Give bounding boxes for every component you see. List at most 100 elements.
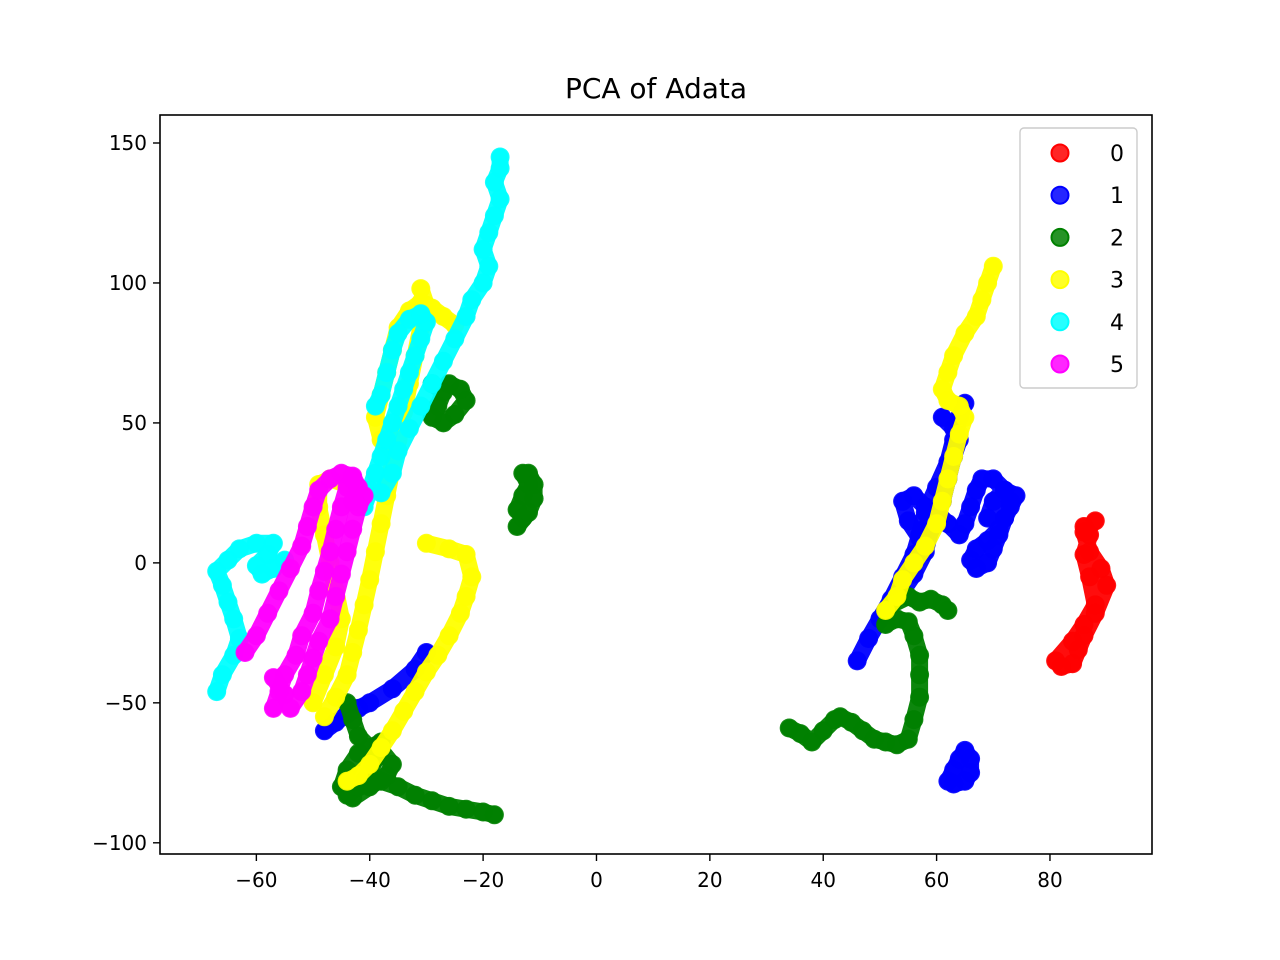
legend-marker-5	[1050, 354, 1070, 374]
series-3-point	[978, 273, 998, 293]
series-5-point	[343, 469, 363, 489]
series-5-point	[326, 587, 346, 606]
y-tick-label: −50	[105, 691, 147, 715]
legend-label-4: 4	[1110, 311, 1124, 336]
series-3-point	[337, 665, 357, 685]
series-5-point	[297, 665, 317, 685]
series-3-point	[972, 290, 992, 310]
series-5-point	[320, 609, 340, 629]
series-5-point	[280, 698, 300, 718]
series-0-point	[1074, 615, 1094, 634]
series-2-point	[484, 805, 504, 825]
series-1-point	[932, 407, 952, 427]
series-2-point	[507, 517, 527, 536]
series-3-point	[904, 553, 924, 573]
series-2	[331, 374, 958, 825]
series-3-point	[938, 363, 958, 382]
series-1-point	[989, 525, 1009, 545]
series-0-point	[1063, 631, 1083, 651]
series-2-point	[439, 796, 459, 816]
series-5-point	[292, 682, 312, 702]
series-1-point	[893, 491, 913, 511]
legend-marker-1	[1050, 185, 1070, 205]
series-4-point	[479, 256, 499, 276]
series-3-point	[876, 601, 896, 620]
y-tick-label: 0	[134, 551, 147, 575]
series-3-point	[411, 279, 431, 299]
series-3-point	[326, 637, 346, 657]
series-2-point	[910, 687, 930, 707]
x-tick-label: 0	[590, 868, 603, 892]
series-4-point	[445, 329, 465, 349]
series-3-point	[439, 626, 459, 646]
y-axis: −100 −50 0 50 100 150	[92, 131, 160, 855]
series-4-point	[473, 239, 493, 259]
x-tick-label: 40	[810, 868, 835, 892]
series-3-point	[428, 645, 448, 665]
series-1-point	[983, 491, 1003, 511]
series-5-point	[309, 581, 329, 601]
series-5-point	[331, 497, 351, 517]
series-3-point	[394, 701, 414, 721]
series-5-point	[303, 497, 323, 517]
series-5	[235, 463, 374, 718]
series-5-point	[235, 643, 255, 662]
series-5-point	[354, 486, 374, 506]
series-3-point	[932, 491, 952, 511]
series-2-point	[382, 754, 402, 774]
y-tick-label: 150	[109, 131, 147, 155]
series-0-point	[1080, 567, 1100, 587]
series-3	[303, 256, 1003, 791]
legend-label-5: 5	[1110, 353, 1124, 378]
series-4-point	[212, 665, 232, 685]
series-3-point	[915, 536, 935, 556]
series-2-point	[456, 799, 476, 819]
series-3-point	[416, 533, 436, 553]
series-3-point	[456, 545, 476, 564]
series-3-point	[314, 707, 334, 727]
series-3-point	[405, 682, 425, 702]
series-5-point	[303, 603, 323, 623]
series-1-point	[961, 497, 981, 517]
series-3-point	[365, 542, 385, 562]
series-3-point	[354, 595, 374, 615]
series-3-point	[983, 256, 1003, 276]
series-4-point	[371, 483, 391, 503]
series-1-point	[360, 693, 380, 713]
series-4-point	[365, 396, 385, 416]
series-2-point	[938, 601, 958, 620]
series-1-point	[859, 629, 879, 648]
y-tick-label: 50	[122, 411, 147, 435]
x-tick-label: −60	[235, 868, 277, 892]
series-0-point	[1074, 545, 1094, 564]
series-5-point	[297, 517, 317, 536]
series-4-point	[422, 374, 442, 394]
series-2-point	[876, 615, 896, 634]
series-3-point	[326, 687, 346, 707]
series-4-point	[388, 396, 408, 416]
series-0	[1046, 511, 1117, 676]
series-0-point	[1046, 651, 1066, 671]
series-5-point	[326, 519, 346, 539]
series-4-point	[484, 206, 504, 226]
series-3-point	[450, 603, 470, 623]
series-5-point	[320, 542, 340, 562]
series-5-point	[303, 648, 323, 668]
series-1-point	[978, 508, 998, 528]
chart-title: PCA of Adata	[565, 72, 747, 105]
series-3-point	[360, 754, 380, 774]
data-layer	[207, 147, 1117, 825]
series-5-point	[314, 561, 334, 581]
x-tick-label: −20	[462, 868, 504, 892]
series-4-point	[399, 309, 419, 329]
x-tick-label: 20	[697, 868, 722, 892]
series-5-point	[258, 603, 278, 623]
series-2-point	[343, 710, 363, 730]
y-tick-label: 100	[109, 271, 147, 295]
x-tick-label: 60	[924, 868, 949, 892]
series-2-point	[524, 489, 544, 508]
series-4-point	[207, 682, 227, 702]
series-3-point	[932, 379, 952, 399]
series-2-point	[898, 729, 918, 749]
series-4-point	[394, 379, 414, 399]
